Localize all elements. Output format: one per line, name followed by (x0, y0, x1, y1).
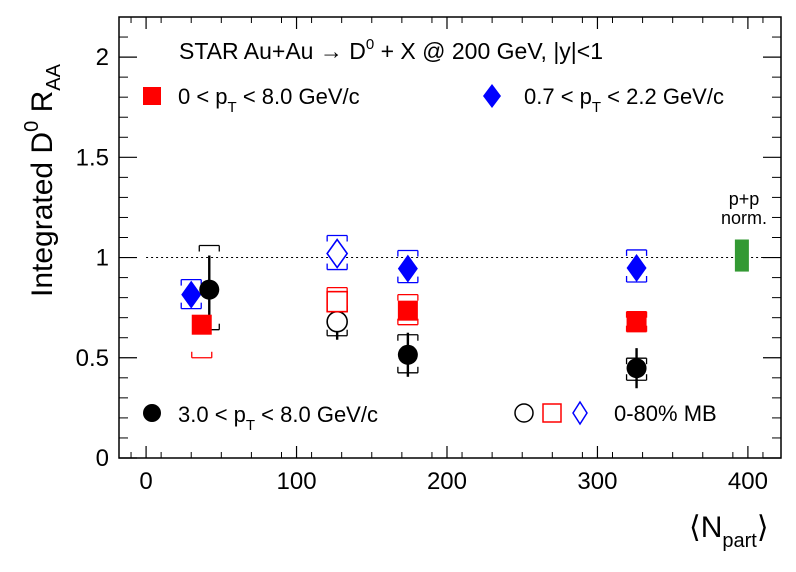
data-point-square (326, 290, 348, 313)
data-point-diamond (397, 254, 418, 283)
data-marks (180, 234, 749, 389)
data-point-square (397, 300, 418, 321)
chart-title: STAR Au+Au → D0 + X @ 200 GeV, |y|<1 (179, 36, 603, 64)
legend-label-blue: 0.7 < pT < 2.2 GeV/c (524, 84, 724, 116)
data-point-circle (326, 310, 348, 333)
y-axis-label: Integrated D0 RAA (21, 63, 65, 297)
legend-marker-red-square (143, 87, 161, 105)
legend-marker-open-square (542, 403, 562, 423)
legend-marker-blue-diamond (483, 84, 501, 108)
y-tick-label: 2 (96, 44, 109, 71)
data-point-diamond (181, 280, 202, 309)
norm-label-line2: norm. (721, 208, 767, 228)
y-tick-label: 0 (96, 445, 109, 472)
x-tick-label: 400 (728, 468, 768, 495)
data-point-diamond (326, 238, 349, 269)
x-tick-label: 100 (277, 468, 317, 495)
y-tick-label: 1 (96, 245, 109, 272)
norm-box (734, 239, 749, 272)
x-axis-label: ⟨Npart⟩ (689, 511, 769, 552)
data-point-circle (397, 344, 418, 365)
axes: 0 100 200 300 400 0 0.5 1 1.5 2 (76, 17, 781, 495)
norm-label-line1: p+p (729, 189, 760, 209)
y-tick-label: 0.5 (76, 345, 109, 372)
data-point-circle (199, 279, 220, 300)
data-point-square (191, 314, 212, 335)
legend-label-mb: 0-80% MB (614, 401, 717, 426)
data-point-diamond (626, 253, 647, 282)
legend-marker-open-diamond (572, 400, 588, 426)
legend-marker-open-circle (514, 403, 534, 423)
y-tick-label: 1.5 (76, 144, 109, 171)
data-point-square (626, 311, 647, 332)
x-tick-label: 300 (577, 468, 617, 495)
data-point-circle (626, 358, 647, 379)
x-tick-label: 0 (139, 468, 152, 495)
legend-label-black: 3.0 < pT < 8.0 GeV/c (178, 402, 378, 434)
legend-label-red: 0 < pT < 8.0 GeV/c (178, 84, 360, 116)
x-tick-label: 200 (427, 468, 467, 495)
legend-marker-black-circle (143, 404, 161, 422)
